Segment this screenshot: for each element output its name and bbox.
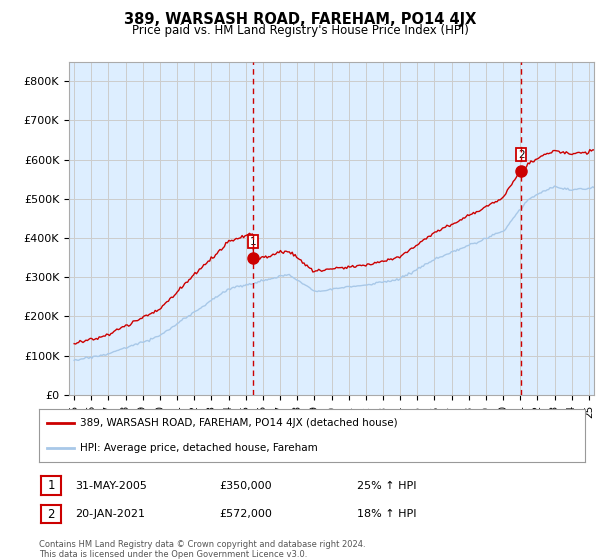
Text: This data is licensed under the Open Government Licence v3.0.: This data is licensed under the Open Gov…: [39, 550, 307, 559]
Text: 1: 1: [250, 237, 256, 246]
Text: 389, WARSASH ROAD, FAREHAM, PO14 4JX: 389, WARSASH ROAD, FAREHAM, PO14 4JX: [124, 12, 476, 27]
Text: 1: 1: [47, 479, 55, 492]
Text: Contains HM Land Registry data © Crown copyright and database right 2024.: Contains HM Land Registry data © Crown c…: [39, 540, 365, 549]
Text: Price paid vs. HM Land Registry's House Price Index (HPI): Price paid vs. HM Land Registry's House …: [131, 24, 469, 36]
Text: £350,000: £350,000: [219, 480, 272, 491]
Text: £572,000: £572,000: [219, 509, 272, 519]
Text: 20-JAN-2021: 20-JAN-2021: [75, 509, 145, 519]
Text: 31-MAY-2005: 31-MAY-2005: [75, 480, 147, 491]
Text: HPI: Average price, detached house, Fareham: HPI: Average price, detached house, Fare…: [80, 442, 318, 452]
Text: 18% ↑ HPI: 18% ↑ HPI: [357, 509, 416, 519]
Text: 25% ↑ HPI: 25% ↑ HPI: [357, 480, 416, 491]
Text: 2: 2: [518, 150, 524, 160]
Text: 389, WARSASH ROAD, FAREHAM, PO14 4JX (detached house): 389, WARSASH ROAD, FAREHAM, PO14 4JX (de…: [80, 418, 398, 428]
Text: 2: 2: [47, 507, 55, 521]
